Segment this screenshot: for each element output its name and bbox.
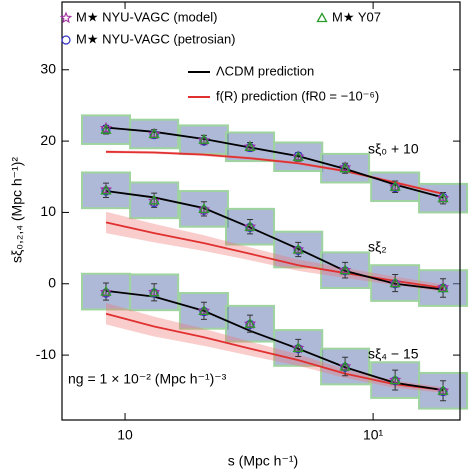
y07-point [244, 317, 256, 328]
y-tick-label: 10 [40, 203, 56, 219]
x-tick-label: 10 [117, 427, 133, 443]
legend-label: ΛCDM prediction [216, 63, 314, 78]
model-point [243, 317, 257, 329]
y07-point [389, 374, 401, 385]
model-point [147, 285, 161, 298]
y07-point [100, 184, 112, 195]
lcdm-line [105, 190, 444, 291]
fr-band [106, 150, 444, 196]
y07-point [100, 123, 112, 134]
y07-point [437, 384, 449, 395]
model-point [388, 373, 402, 386]
y07-point [148, 286, 160, 297]
model-point [292, 243, 305, 255]
x-axis-label: s (Mpc h⁻¹) [228, 453, 298, 469]
y07-point [198, 305, 210, 316]
model-point [99, 183, 113, 195]
y07-point [389, 277, 401, 288]
y07-point [148, 128, 160, 139]
legend-label: f(R) prediction (fR0 = −10⁻⁶) [216, 88, 379, 103]
fr-line [105, 221, 444, 289]
y07-point [339, 360, 351, 371]
y07-point [100, 285, 112, 296]
model-point [388, 180, 402, 192]
y07-point [198, 133, 210, 144]
model-point [243, 140, 257, 153]
model-point [292, 150, 305, 163]
multipole-label: sξ₂ [368, 239, 387, 255]
model-point [338, 161, 352, 173]
error-bar [392, 369, 399, 391]
legend-label: M★ Y07 [332, 9, 381, 24]
model-point [436, 384, 450, 396]
model-point [147, 127, 161, 140]
legend-swatch [59, 11, 73, 24]
model-point [436, 280, 450, 293]
y07-point [292, 150, 304, 161]
y07-point [389, 180, 401, 191]
note: ng = 1 × 10⁻² (Mpc h⁻¹)⁻³ [68, 371, 227, 387]
y07-point [339, 162, 351, 173]
model-point [436, 191, 450, 204]
lcdm-line [105, 126, 444, 199]
model-point [338, 263, 352, 276]
y07-point [339, 264, 351, 275]
fr-band [106, 211, 444, 292]
y-tick-label: -10 [36, 346, 56, 362]
legend-label: M★ NYU-VAGC (petrosian) [76, 31, 236, 46]
legend-swatch [316, 12, 328, 23]
plot-frame [61, 1, 461, 421]
lcdm-line [105, 289, 444, 391]
y07-point [437, 282, 449, 293]
y07-point [148, 194, 160, 205]
x-tick-label: 10¹ [363, 427, 384, 443]
model-point [243, 220, 257, 232]
y07-point [292, 243, 304, 254]
multipole-label: sξ₄ − 15 [368, 346, 419, 362]
covariance-box [418, 182, 469, 214]
legend-swatch [61, 35, 71, 45]
y-axis-label: sξ₀,₂,₄ (Mpc h⁻¹)² [9, 157, 25, 263]
model-point [338, 360, 352, 372]
model-point [197, 304, 211, 317]
fr-band [106, 303, 444, 393]
y-tick-label: 0 [48, 274, 56, 290]
legend-label: M★ NYU-VAGC (model) [76, 9, 217, 24]
y-tick-label: 20 [40, 132, 56, 148]
model-point [388, 276, 402, 289]
y-tick-label: 30 [40, 60, 56, 76]
y07-point [244, 220, 256, 231]
model-point [99, 121, 113, 134]
y07-point [198, 203, 210, 214]
y07-point [244, 140, 256, 151]
model-point [292, 341, 305, 354]
error-bar [440, 380, 447, 402]
multipole-label: sξ₀ + 10 [368, 141, 419, 157]
y07-point [437, 192, 449, 203]
y07-point [292, 342, 304, 353]
fr-line [105, 312, 444, 391]
fr-line [105, 150, 444, 195]
